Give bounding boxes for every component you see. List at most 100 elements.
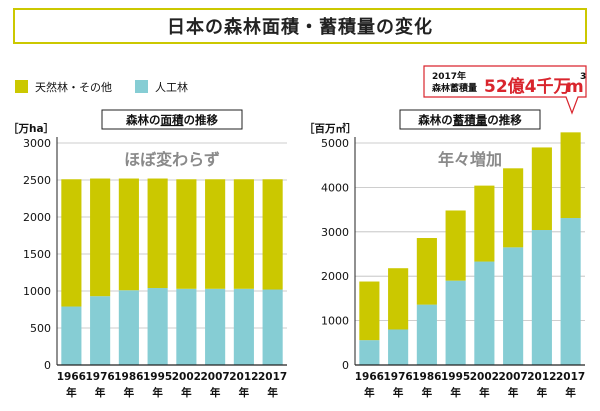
x-tick-suffix: 年 [124, 386, 135, 399]
bar-segment [445, 210, 466, 281]
bar-segment [205, 179, 226, 289]
bar-segment [359, 281, 380, 341]
bar-segment [560, 132, 581, 219]
bar-segment [416, 304, 437, 365]
bar-segment [503, 247, 524, 365]
bar-segment [560, 218, 581, 365]
bar-segment [474, 261, 495, 365]
x-tick-label: 2012 [527, 371, 556, 383]
x-tick-suffix: 年 [565, 386, 576, 399]
x-tick-suffix: 年 [393, 386, 404, 399]
bar-segment [176, 179, 197, 289]
x-tick-label: 1976 [86, 371, 115, 383]
bar-segment [445, 280, 466, 365]
callout-2017: 2017年 森林蓄積量 52億4千万 m 3 [423, 65, 587, 115]
x-tick-label: 2007 [499, 371, 528, 383]
legend-label-natural: 天然林・その他 [35, 80, 112, 94]
x-tick-label: 1966 [57, 371, 86, 383]
bar-segment [359, 340, 380, 365]
y-tick-label: 4000 [321, 181, 349, 194]
x-tick-label: 2017 [258, 371, 287, 383]
x-tick-label: 1995 [441, 371, 470, 383]
x-tick-label: 2017 [556, 371, 585, 383]
x-tick-label: 1986 [114, 371, 143, 383]
y-tick-label: 0 [342, 359, 349, 372]
bar-segment [531, 147, 552, 231]
x-tick-suffix: 年 [210, 386, 221, 399]
x-tick-suffix: 年 [95, 386, 106, 399]
bar-segment [90, 178, 111, 297]
chart-annotation: 年々増加 [438, 150, 502, 169]
x-tick-label: 1986 [412, 371, 441, 383]
bar-segment [61, 306, 82, 365]
y-tick-label: 500 [30, 322, 51, 335]
bar-segment [147, 178, 168, 289]
x-tick-suffix: 年 [450, 386, 461, 399]
bar-segment [262, 179, 283, 290]
callout-label: 森林蓄積量 [432, 82, 477, 94]
bar-segment [205, 288, 226, 365]
page-title: 日本の森林面積・蓄積量の変化 [13, 8, 587, 44]
y-tick-label: 5000 [321, 137, 349, 150]
legend-swatch-natural [15, 80, 28, 93]
callout-unit: m [566, 77, 584, 97]
chart-title: 森林の蓄積量の推移 [418, 113, 522, 127]
bar-segment [474, 185, 495, 262]
x-tick-label: 1966 [355, 371, 384, 383]
bar-segment [531, 230, 552, 365]
bar-segment [233, 288, 254, 365]
x-tick-label: 2012 [229, 371, 258, 383]
callout-box [423, 65, 587, 115]
y-tick-label: 3000 [321, 226, 349, 239]
x-tick-label: 2002 [172, 371, 201, 383]
chart-annotation: ほぼ変わらず [124, 150, 220, 169]
chart-title-box [399, 109, 541, 130]
bar-segment [118, 290, 139, 365]
callout-value: 52億4千万 [484, 76, 571, 97]
legend-label-planted: 人工林 [155, 80, 188, 94]
volume-chart: ［百万㎥］ 森林の蓄積量の推移 0 1000 2000 3000 4000 5000 1966 年… [304, 109, 585, 399]
x-tick-suffix: 年 [537, 386, 548, 399]
x-tick-label: 2002 [470, 371, 499, 383]
bar-segment [388, 329, 409, 365]
x-tick-suffix: 年 [152, 386, 163, 399]
bar-segment [416, 238, 437, 305]
y-tick-label: 2000 [23, 211, 51, 224]
x-tick-suffix: 年 [364, 386, 375, 399]
callout-year: 2017年 [432, 70, 466, 82]
legend: 天然林・その他 人工林 [15, 80, 188, 94]
bar-segment [61, 179, 82, 307]
legend-swatch-planted [135, 80, 148, 93]
y-tick-label: 2500 [23, 174, 51, 187]
chart-title-box [101, 109, 243, 130]
y-tick-label: 1000 [321, 315, 349, 328]
x-tick-suffix: 年 [508, 386, 519, 399]
x-tick-suffix: 年 [181, 386, 192, 399]
page-title-text: 日本の森林面積・蓄積量の変化 [167, 17, 433, 38]
x-tick-label: 2007 [201, 371, 230, 383]
y-tick-label: 3000 [23, 137, 51, 150]
x-tick-suffix: 年 [422, 386, 433, 399]
bar-segment [503, 168, 524, 248]
x-tick-suffix: 年 [479, 386, 490, 399]
y-tick-label: 2000 [321, 270, 349, 283]
area-chart: ［万ha］ 森林の面積の推移 0 500 1000 1500 2000 2500 3000 196… [8, 109, 287, 399]
x-tick-label: 1995 [143, 371, 172, 383]
bar-segment [90, 296, 111, 365]
x-tick-suffix: 年 [66, 386, 77, 399]
x-tick-suffix: 年 [267, 386, 278, 399]
bar-segment [147, 288, 168, 365]
y-unit-label: ［百万㎥］ [304, 122, 357, 135]
bar-segment [262, 289, 283, 365]
chart-title: 森林の面積の推移 [126, 113, 218, 127]
y-unit-label: ［万ha］ [8, 122, 54, 135]
callout-unit-sup: 3 [580, 72, 586, 82]
y-tick-label: 1000 [23, 285, 51, 298]
bar-segment [118, 178, 139, 291]
x-tick-suffix: 年 [239, 386, 250, 399]
y-tick-label: 0 [44, 359, 51, 372]
bar-segment [233, 179, 254, 289]
x-tick-label: 1976 [384, 371, 413, 383]
